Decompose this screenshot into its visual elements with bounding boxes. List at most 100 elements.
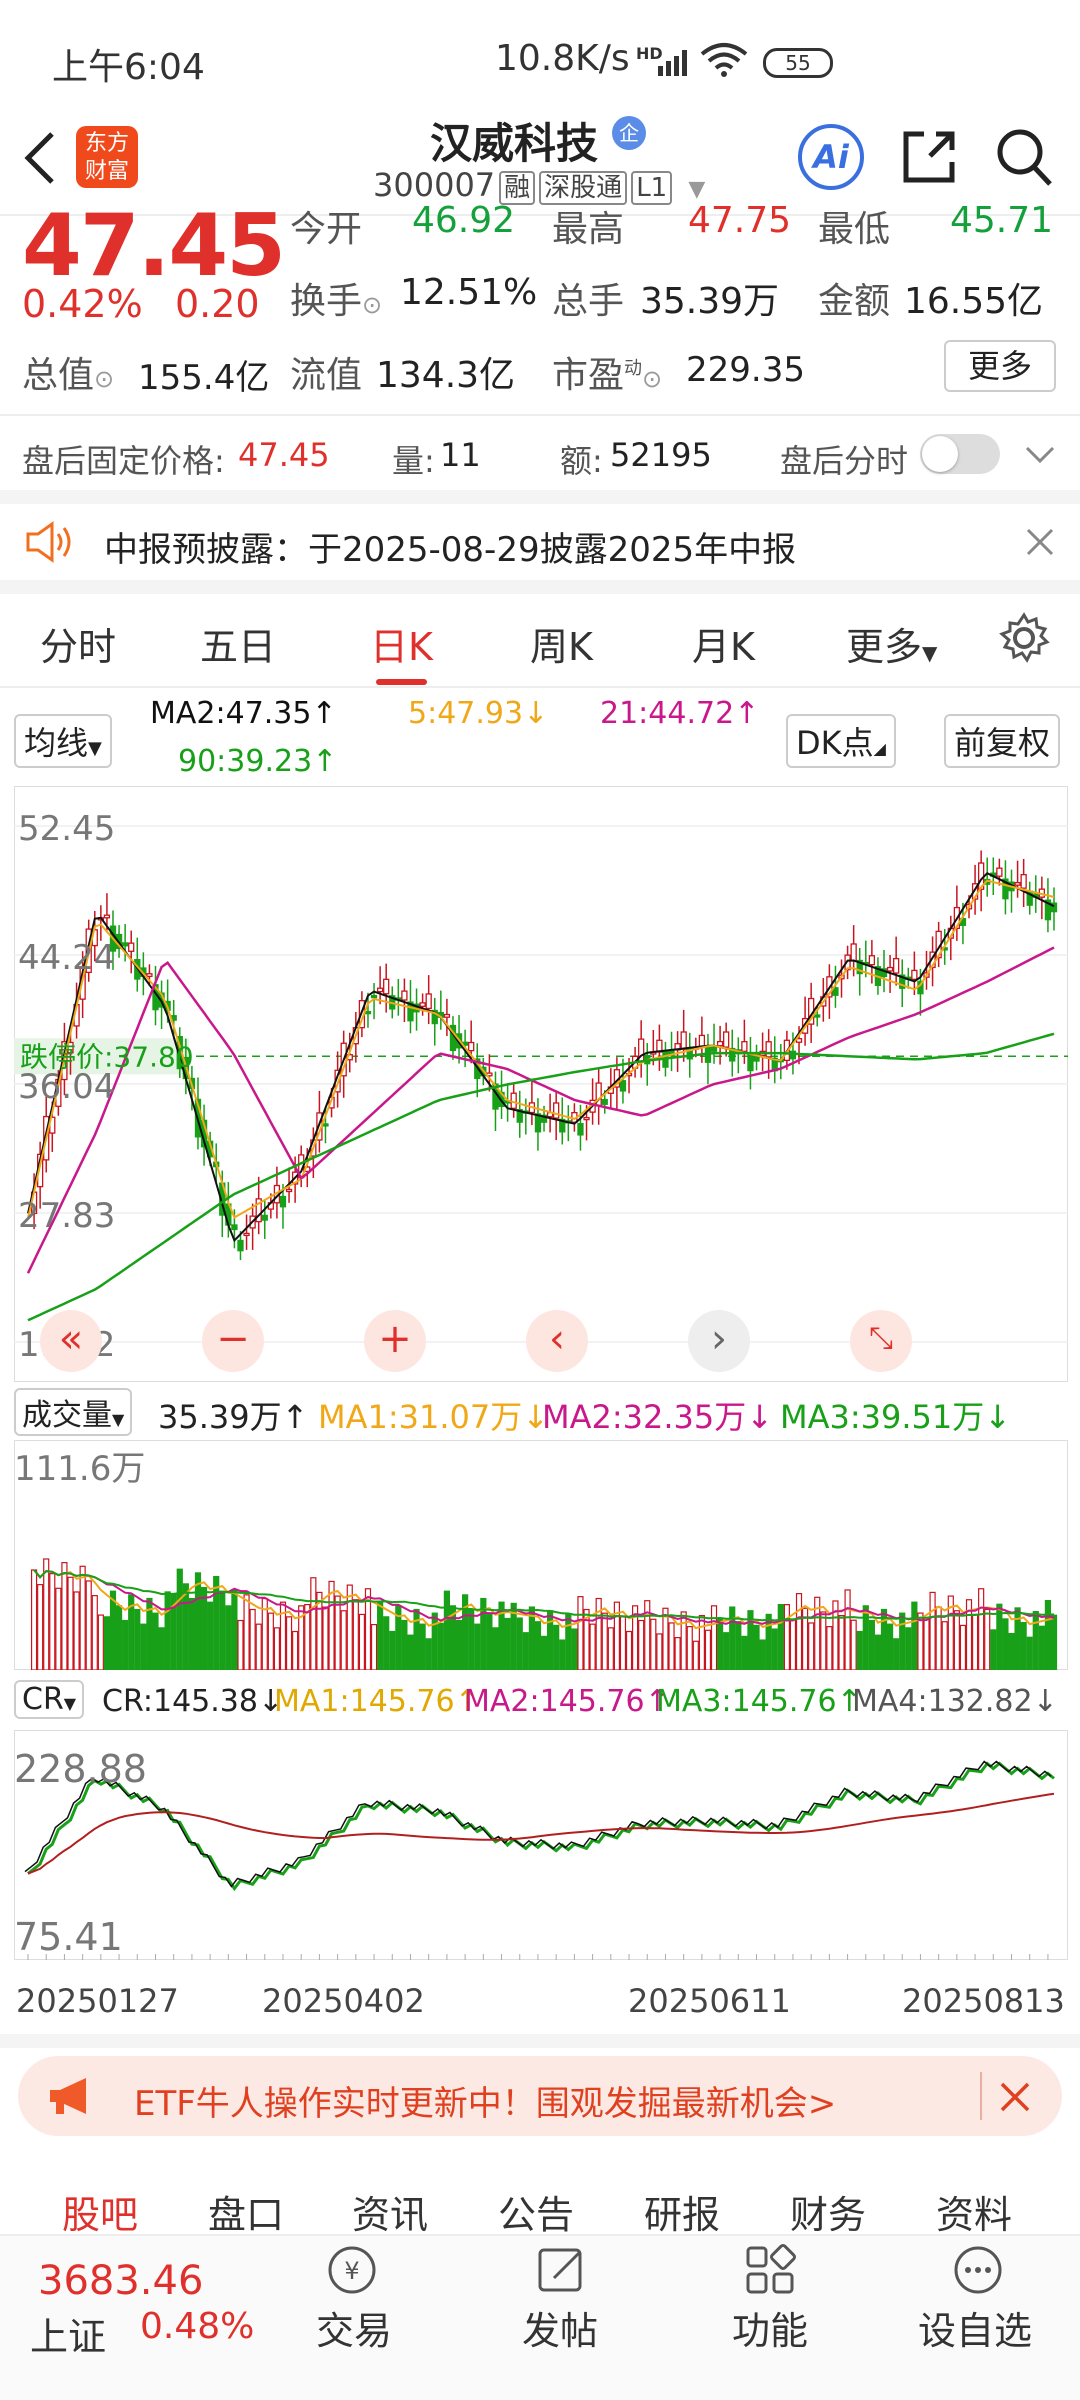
- wifi-icon: [700, 43, 748, 77]
- volume-bar: [668, 1622, 675, 1670]
- ai-icon[interactable]: Ai: [798, 124, 864, 190]
- volume-bar: [613, 1601, 620, 1670]
- more-quote-button[interactable]: 更多: [944, 340, 1056, 392]
- tag-connect: 深股通: [539, 171, 628, 205]
- caret-down-icon: ▼: [63, 1694, 77, 1713]
- volume-bar: [886, 1623, 894, 1670]
- info-icon[interactable]: ⊙: [642, 365, 663, 393]
- trade-icon[interactable]: ¥: [326, 2244, 378, 2296]
- volume-bar: [656, 1633, 663, 1670]
- function-icon[interactable]: [744, 2244, 796, 2296]
- index-value[interactable]: 3683.46: [38, 2258, 204, 2304]
- tab-guba[interactable]: 股吧: [62, 2193, 139, 2237]
- cr-select[interactable]: CR▼: [14, 1680, 85, 1719]
- tab-profile[interactable]: 资料: [936, 2193, 1013, 2237]
- zoom-in-icon[interactable]: +: [364, 1310, 426, 1372]
- volume-bar: [692, 1640, 699, 1670]
- volume-bar: [516, 1617, 523, 1670]
- nav-add-watchlist[interactable]: 设自选: [918, 2309, 1033, 2353]
- volume-current: 35.39万↑: [158, 1398, 309, 1436]
- index-pct: 0.48%: [140, 2306, 255, 2347]
- nav-post[interactable]: 发帖: [522, 2309, 599, 2353]
- tab-finance[interactable]: 财务: [790, 2193, 867, 2237]
- volume-bar: [207, 1601, 214, 1670]
- info-icon[interactable]: ⊙: [94, 365, 115, 393]
- adjust-select[interactable]: 前复权: [944, 714, 1061, 768]
- volume-bar: [747, 1610, 754, 1670]
- tab-intraday[interactable]: 分时: [40, 625, 117, 669]
- cr-current: CR:145.38↓: [102, 1684, 284, 1719]
- tab-five-day[interactable]: 五日: [200, 625, 277, 669]
- y-tick-label: 36.04: [18, 1067, 115, 1107]
- gear-icon[interactable]: [998, 612, 1050, 664]
- ma-select[interactable]: 均线▼: [14, 714, 112, 768]
- volume-bar: [814, 1596, 821, 1670]
- volume-bar: [686, 1626, 693, 1670]
- after-hours-qty-label: 量:: [392, 442, 435, 480]
- search-icon[interactable]: [994, 126, 1054, 188]
- candle-body: [1044, 899, 1052, 921]
- tab-news[interactable]: 资讯: [352, 2193, 429, 2237]
- low-value: 45.71: [950, 200, 1054, 241]
- volume-bar: [109, 1590, 117, 1670]
- volume-bar: [662, 1607, 669, 1670]
- nav-trade[interactable]: 交易: [316, 2309, 393, 2353]
- volume-bar: [310, 1577, 317, 1670]
- volume-bar: [85, 1580, 92, 1670]
- turnover-value: 12.51%: [400, 272, 538, 313]
- after-hours-toggle[interactable]: [920, 434, 1000, 474]
- tab-weekly-k[interactable]: 周K: [530, 625, 593, 669]
- volume-bar: [67, 1576, 74, 1670]
- rewind-icon[interactable]: «: [40, 1310, 102, 1372]
- tag-level: L1: [631, 171, 673, 205]
- close-icon[interactable]: [1024, 526, 1056, 558]
- high-value: 47.75: [688, 200, 792, 241]
- volume-bar: [540, 1635, 548, 1670]
- volume-bar: [729, 1606, 736, 1670]
- change-pct: 0.42%: [22, 282, 143, 326]
- chevron-down-icon[interactable]: [1024, 444, 1056, 466]
- share-icon[interactable]: [900, 128, 958, 186]
- vol-ma2: MA2:32.35万↓: [542, 1398, 774, 1436]
- volume-bar: [152, 1612, 159, 1670]
- volume-bar: [826, 1626, 833, 1670]
- tab-monthly-k[interactable]: 月K: [692, 625, 755, 669]
- tab-daily-k[interactable]: 日K: [370, 616, 433, 685]
- notice-text[interactable]: 中报预披露：于2025-08-29披露2025年中报: [104, 530, 797, 570]
- close-icon[interactable]: [998, 2080, 1032, 2114]
- candle-body: [370, 994, 378, 999]
- back-icon[interactable]: [20, 128, 60, 188]
- volume-bar: [1008, 1632, 1015, 1670]
- tab-research[interactable]: 研报: [644, 2193, 721, 2237]
- volume-bar: [468, 1608, 475, 1670]
- prev-icon[interactable]: ‹: [526, 1310, 588, 1372]
- candle-body: [741, 1041, 748, 1052]
- nav-function[interactable]: 功能: [732, 2309, 809, 2353]
- volume-select[interactable]: 成交量▼: [14, 1388, 133, 1436]
- fullscreen-icon[interactable]: ⤡: [850, 1310, 912, 1372]
- candle-body: [886, 966, 894, 972]
- watchlist-icon[interactable]: [952, 2244, 1004, 2296]
- tab-announcements[interactable]: 公告: [498, 2193, 575, 2237]
- candle-body: [996, 867, 1003, 877]
- volume-bar: [237, 1619, 244, 1670]
- tab-more[interactable]: 更多▼: [846, 616, 937, 671]
- cr-chart[interactable]: 228.88 75.41: [14, 1730, 1068, 1960]
- volume-bar: [443, 1590, 450, 1670]
- info-icon[interactable]: ⊙: [362, 291, 383, 319]
- change-amount: 0.20: [175, 282, 260, 326]
- tab-pankou[interactable]: 盘口: [208, 2193, 285, 2237]
- dk-point-button[interactable]: DK点◢: [786, 714, 896, 768]
- next-icon[interactable]: ›: [688, 1310, 750, 1372]
- stock-code-row[interactable]: 300007 融深股通 L1 ▼: [373, 166, 705, 205]
- post-icon[interactable]: [536, 2244, 588, 2296]
- volume-chart[interactable]: 111.6万: [14, 1440, 1068, 1670]
- volume-bar: [698, 1615, 705, 1670]
- volume-bar: [984, 1608, 991, 1670]
- volume-bar: [140, 1623, 147, 1670]
- promo-banner[interactable]: ETF牛人操作实时更新中！围观发掘最新机会>: [18, 2056, 1062, 2136]
- zoom-out-icon[interactable]: −: [202, 1310, 264, 1372]
- volume-bar: [510, 1602, 517, 1670]
- volume-bar: [571, 1628, 578, 1670]
